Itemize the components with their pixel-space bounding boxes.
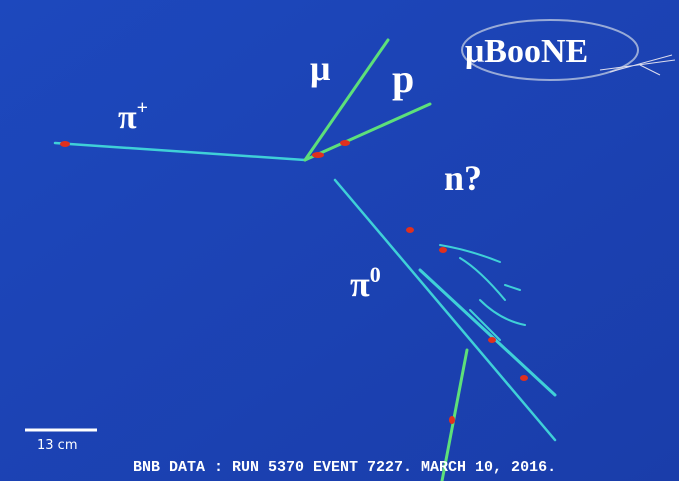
label-mu: μ (310, 48, 330, 88)
footer: BNB DATA : RUN 5370 EVENT 7227. MARCH 10… (133, 459, 556, 476)
event-display: π+ μ p n? π0 μBooNE 13 cm BNB DATA : RUN… (0, 0, 679, 481)
logo-text: μBooNE (465, 33, 588, 70)
label-n: n? (444, 158, 482, 198)
scale-label: 13 cm (37, 438, 78, 453)
background (0, 0, 679, 481)
label-p: p (392, 56, 414, 101)
